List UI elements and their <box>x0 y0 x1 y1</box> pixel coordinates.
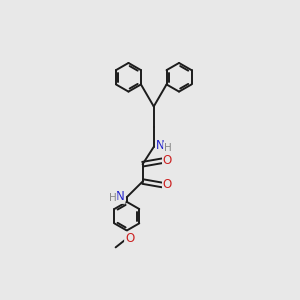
Text: O: O <box>125 232 134 245</box>
Text: O: O <box>163 154 172 167</box>
Text: O: O <box>163 178 172 191</box>
Text: H: H <box>164 143 172 153</box>
Text: N: N <box>156 140 165 152</box>
Text: H: H <box>109 193 117 203</box>
Text: N: N <box>116 190 124 203</box>
